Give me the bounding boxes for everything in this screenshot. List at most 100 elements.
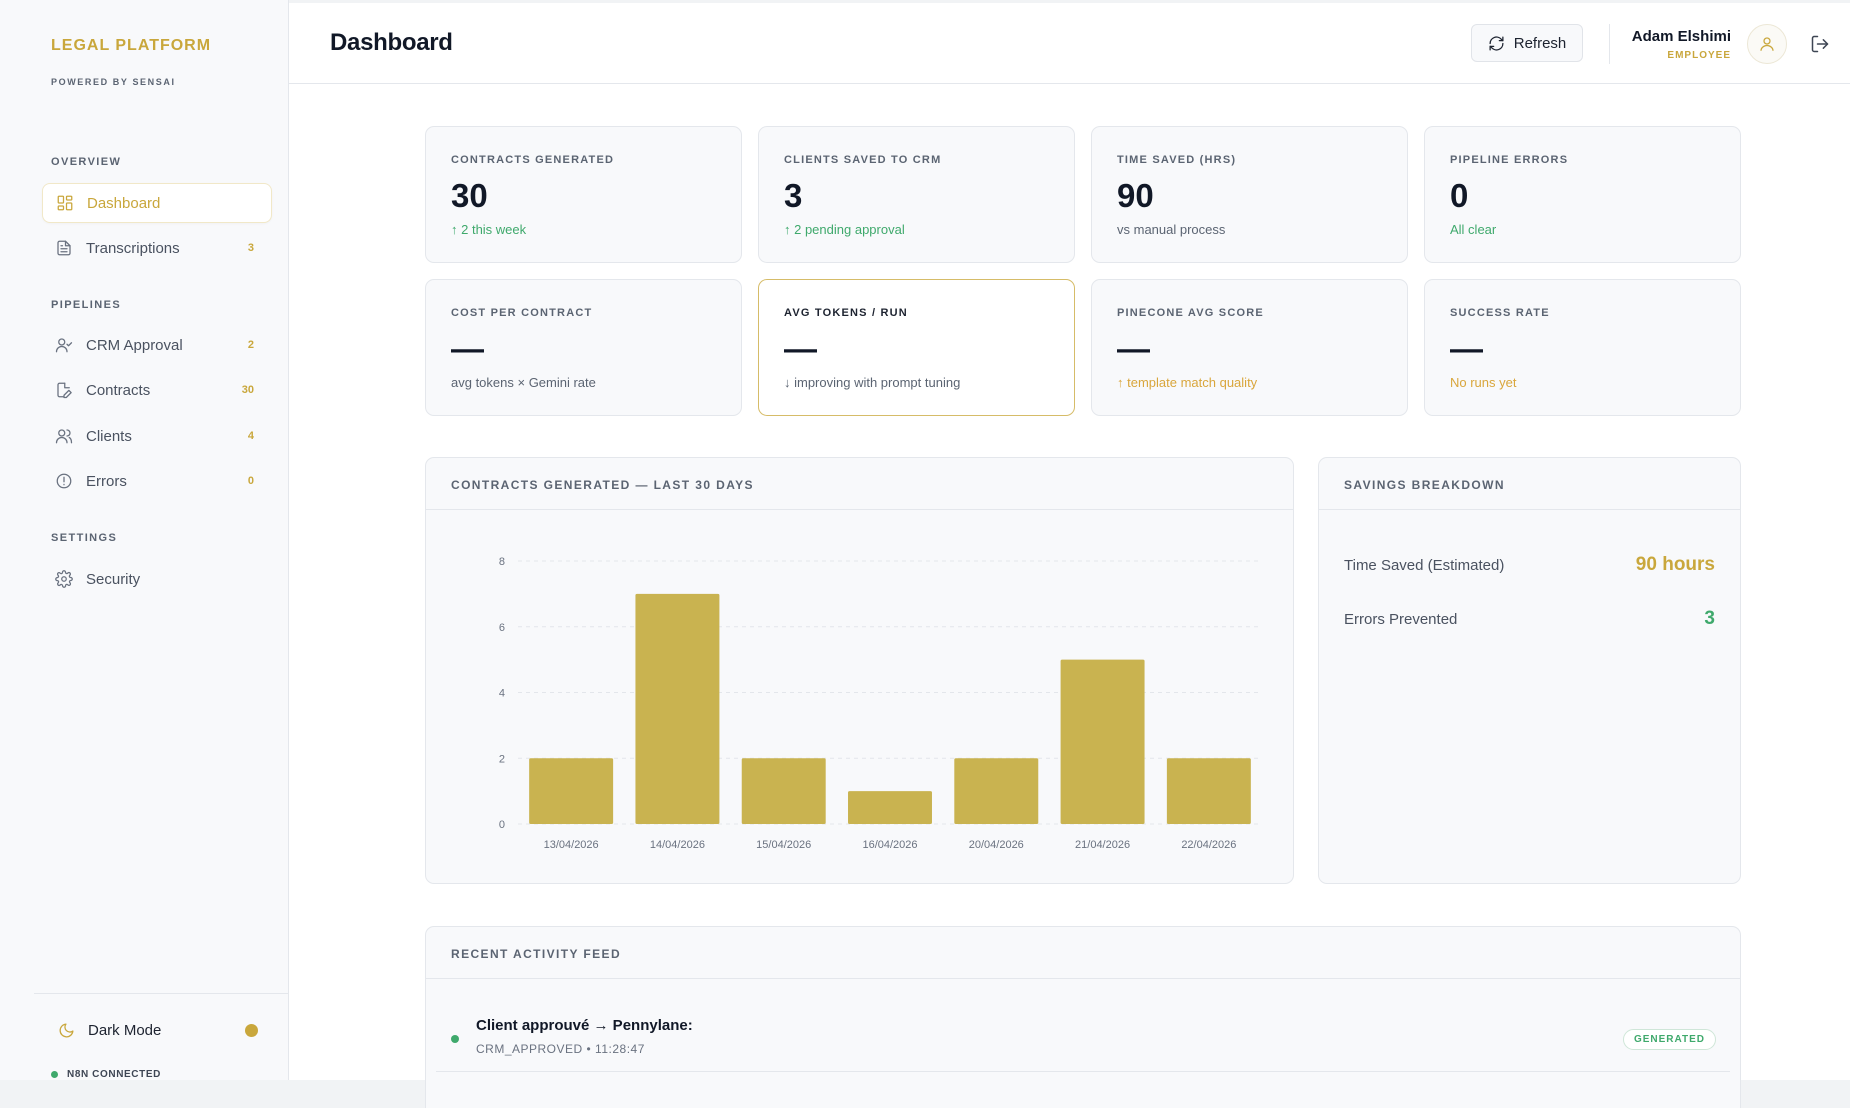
activity-title-text: Client approuvé → Pennylane: <box>476 1017 693 1034</box>
stat-card-cost-per-contract: COST PER CONTRACT — avg tokens × Gemini … <box>425 279 742 416</box>
section-pipelines: PIPELINES <box>51 299 122 311</box>
user-icon <box>1760 37 1774 51</box>
chart-bar <box>1060 659 1145 824</box>
sidebar-item-count: 30 <box>241 384 254 396</box>
sidebar-item-label: Dashboard <box>87 194 161 212</box>
dashboard-icon <box>55 193 75 213</box>
stat-label: CLIENTS SAVED TO CRM <box>784 154 942 166</box>
stat-label: AVG TOKENS / RUN <box>784 307 908 319</box>
user-name: Adam Elshimi <box>1631 28 1731 45</box>
sidebar: LEGAL PLATFORM POWERED BY SENSAI OVERVIE… <box>0 0 289 1080</box>
sidebar-item-security[interactable]: Security <box>42 559 272 599</box>
stat-subtext: ↑ 2 this week <box>451 222 527 237</box>
x-tick-label: 15/04/2026 <box>756 839 811 851</box>
x-tick-label: 20/04/2026 <box>969 839 1024 851</box>
x-tick-label: 13/04/2026 <box>544 839 599 851</box>
activity-meta: CRM_APPROVED • 11:28:47 <box>476 1042 645 1056</box>
file-edit-icon <box>54 380 74 400</box>
chart-title: CONTRACTS GENERATED — LAST 30 DAYS <box>451 478 754 492</box>
status-dot <box>451 1035 459 1043</box>
section-overview: OVERVIEW <box>51 156 122 168</box>
section-settings: SETTINGS <box>51 532 118 544</box>
sidebar-item-contracts[interactable]: Contracts 30 <box>42 370 272 410</box>
chart-bar <box>529 758 614 824</box>
sidebar-item-crm-approval[interactable]: CRM Approval 2 <box>42 325 272 365</box>
savings-value: 90 hours <box>1635 554 1715 575</box>
x-tick-label: 14/04/2026 <box>650 839 705 851</box>
savings-title: SAVINGS BREAKDOWN <box>1344 478 1505 492</box>
sidebar-item-label: Security <box>86 570 141 588</box>
chart-bar <box>1166 758 1251 824</box>
chart-bar <box>848 791 932 824</box>
x-tick-label: 21/04/2026 <box>1075 839 1130 851</box>
savings-panel: SAVINGS BREAKDOWN Time Saved (Estimated)… <box>1318 457 1741 884</box>
user-role: EMPLOYEE <box>1667 50 1731 61</box>
stat-card-contracts-generated: CONTRACTS GENERATED 30 ↑ 2 this week <box>425 126 742 263</box>
page-title: Dashboard <box>330 29 453 56</box>
dark-mode-switch[interactable] <box>245 1023 258 1037</box>
stat-label: PINECONE AVG SCORE <box>1117 307 1264 319</box>
connection-status: N8N CONNECTED <box>51 1069 161 1080</box>
stat-label: COST PER CONTRACT <box>451 307 593 319</box>
stat-card-success-rate: SUCCESS RATE — No runs yet <box>1424 279 1741 416</box>
top-header: Dashboard Refresh Adam Elshimi EMPLOYEE <box>289 0 1850 84</box>
panel-header: SAVINGS BREAKDOWN <box>1319 458 1740 510</box>
brand-logo: LEGAL PLATFORM <box>51 37 212 54</box>
sidebar-item-count: 0 <box>247 475 254 487</box>
sidebar-item-count: 2 <box>247 339 254 351</box>
stat-card-avg-tokens: AVG TOKENS / RUN — ↓ improving with prom… <box>758 279 1075 416</box>
contracts-chart-panel: CONTRACTS GENERATED — LAST 30 DAYS 0 2 4 6 8… <box>425 457 1294 884</box>
users-icon <box>54 426 74 446</box>
sidebar-item-label: Transcriptions <box>86 239 180 257</box>
panel-header: CONTRACTS GENERATED — LAST 30 DAYS <box>426 458 1293 510</box>
alert-circle-icon <box>54 471 74 491</box>
stat-card-pipeline-errors: PIPELINE ERRORS 0 All clear <box>1424 126 1741 263</box>
stat-subtext: ↑ template match quality <box>1117 375 1258 390</box>
stat-value: 90 <box>1117 177 1154 214</box>
stat-value: — <box>451 330 484 367</box>
savings-label: Errors Prevented <box>1344 610 1458 628</box>
sidebar-item-label: Contracts <box>86 381 151 399</box>
sidebar-item-clients[interactable]: Clients 4 <box>42 416 272 456</box>
x-tick-label: 16/04/2026 <box>862 839 917 851</box>
logout-icon <box>1811 35 1829 53</box>
stat-value: 3 <box>784 177 803 214</box>
chart-bar <box>954 758 1039 824</box>
logout-button[interactable] <box>1810 34 1832 56</box>
stat-value: 0 <box>1450 177 1469 214</box>
sidebar-item-transcriptions[interactable]: Transcriptions 3 <box>42 228 272 268</box>
stat-subtext: vs manual process <box>1117 222 1226 237</box>
stat-subtext: All clear <box>1450 222 1497 237</box>
sidebar-item-label: Clients <box>86 427 132 445</box>
refresh-button[interactable]: Refresh <box>1471 24 1583 62</box>
stat-value: — <box>1117 330 1150 367</box>
sidebar-item-label: Errors <box>86 472 127 490</box>
header-divider <box>1609 24 1610 64</box>
sidebar-item-count: 3 <box>247 242 254 254</box>
stat-label: TIME SAVED (HRS) <box>1117 154 1237 166</box>
stat-card-time-saved: TIME SAVED (HRS) 90 vs manual process <box>1091 126 1408 263</box>
y-tick-label: 8 <box>499 556 505 568</box>
refresh-icon <box>1489 35 1504 51</box>
document-icon <box>54 238 74 258</box>
sidebar-item-errors[interactable]: Errors 0 <box>42 461 272 501</box>
list-item[interactable]: Client approuvé → Pennylane: CRM_APPROVE… <box>436 1002 1730 1072</box>
bar-chart: 0 2 4 6 8 13/04/2026 14/04/2026 15/04/2026 16/04… <box>499 556 1262 851</box>
y-tick-label: 4 <box>499 688 505 700</box>
stat-label: SUCCESS RATE <box>1450 307 1550 319</box>
savings-row-errors: Errors Prevented 3 <box>1344 608 1715 630</box>
sidebar-item-dashboard[interactable]: Dashboard <box>42 183 272 223</box>
stat-subtext: ↓ improving with prompt tuning <box>784 375 961 390</box>
status-badge: GENERATED <box>1622 1029 1716 1050</box>
stat-label: PIPELINE ERRORS <box>1450 154 1569 166</box>
stat-subtext: avg tokens × Gemini rate <box>451 375 596 390</box>
dark-mode-toggle[interactable]: Dark Mode <box>42 1011 272 1049</box>
savings-label: Time Saved (Estimated) <box>1344 556 1505 574</box>
y-tick-label: 6 <box>499 622 505 634</box>
gear-icon <box>54 569 74 589</box>
y-tick-label: 2 <box>499 753 505 765</box>
avatar[interactable] <box>1747 24 1787 64</box>
user-check-icon <box>54 335 74 355</box>
activity-title: RECENT ACTIVITY FEED <box>451 947 622 961</box>
